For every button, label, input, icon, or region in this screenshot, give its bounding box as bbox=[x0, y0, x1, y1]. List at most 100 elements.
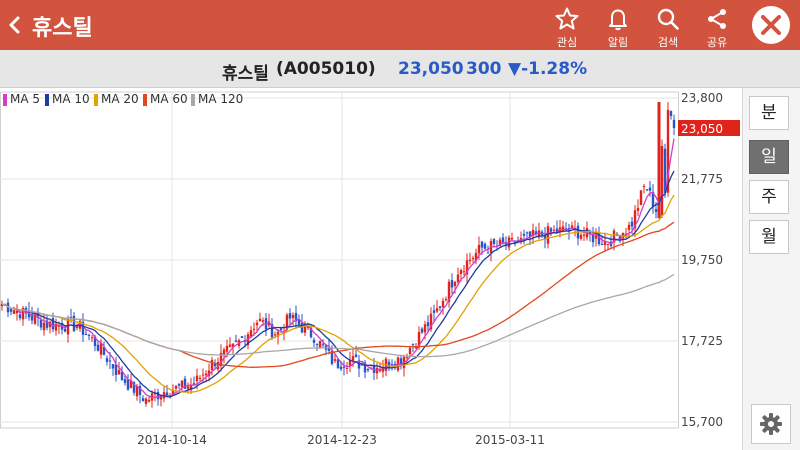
candle-body bbox=[141, 398, 145, 402]
candle-body bbox=[438, 306, 442, 308]
candle-body bbox=[111, 363, 115, 369]
candle-body bbox=[174, 385, 178, 389]
candle-body bbox=[138, 385, 142, 395]
candle-body bbox=[102, 346, 106, 355]
x-tick-label: 2014-12-23 bbox=[307, 433, 377, 447]
period-day-button[interactable]: 일 bbox=[749, 140, 789, 174]
candle-body bbox=[213, 363, 217, 367]
candle-body bbox=[12, 310, 16, 314]
candle-body bbox=[117, 370, 121, 375]
candle-body bbox=[360, 364, 364, 366]
search-label: 검색 bbox=[657, 36, 679, 49]
candle-body bbox=[423, 324, 427, 333]
candle-body bbox=[645, 189, 649, 191]
candle-body bbox=[18, 314, 22, 319]
candle-body bbox=[267, 321, 271, 326]
candle-body bbox=[186, 386, 190, 389]
candle-body bbox=[594, 235, 598, 239]
candle-body bbox=[171, 390, 175, 395]
candle-body bbox=[459, 270, 463, 274]
candle-body bbox=[63, 328, 67, 332]
price-chart[interactable]: 23,800 21,775 19,750 17,725 15,700 2014-10-14… bbox=[0, 88, 742, 450]
candle-body bbox=[45, 320, 49, 328]
price-change-percent: ▼-1.28% bbox=[508, 59, 588, 79]
x-tick-label: 2014-10-14 bbox=[137, 433, 207, 447]
candle-body bbox=[177, 383, 181, 386]
candle-body bbox=[387, 361, 391, 368]
candle-body bbox=[87, 334, 91, 336]
candle-body bbox=[303, 325, 307, 333]
alert-label: 알림 bbox=[607, 36, 629, 49]
candle-body bbox=[189, 384, 193, 391]
x-tick-label: 2015-03-11 bbox=[475, 433, 545, 447]
star-icon bbox=[555, 7, 579, 30]
ma20-line bbox=[1, 194, 675, 393]
candle-body bbox=[429, 313, 433, 330]
candle-body bbox=[486, 252, 490, 254]
current-price-tag bbox=[678, 120, 740, 136]
favorite-button[interactable]: 관심 bbox=[547, 4, 587, 49]
candle-body bbox=[210, 359, 214, 370]
candle-body bbox=[591, 234, 595, 243]
stock-name: 휴스틸 bbox=[222, 64, 269, 84]
quote-bar: 휴스틸 (A005010) 23,050 300 ▼-1.28% bbox=[0, 50, 800, 88]
candle-body bbox=[561, 226, 565, 232]
back-button[interactable] bbox=[6, 8, 26, 42]
candle-body bbox=[618, 234, 622, 240]
candle-body bbox=[339, 366, 343, 370]
legend-ma120-label: MA 120 bbox=[198, 92, 244, 106]
candle-body bbox=[651, 191, 655, 208]
candle-body bbox=[48, 321, 52, 328]
candle-body bbox=[180, 380, 184, 388]
candle-body bbox=[195, 375, 199, 382]
candle-body bbox=[606, 243, 610, 245]
candle-body bbox=[0, 304, 4, 307]
alert-button[interactable]: 알림 bbox=[598, 4, 638, 49]
candle-body bbox=[222, 349, 226, 355]
candle-body bbox=[612, 230, 616, 243]
candle-body bbox=[414, 346, 418, 349]
ma120-line bbox=[1, 273, 675, 358]
search-button[interactable]: 검색 bbox=[648, 4, 688, 49]
favorite-label: 관심 bbox=[556, 36, 578, 49]
candle-body bbox=[231, 343, 235, 348]
price-change: 300 bbox=[466, 59, 502, 79]
candle-body bbox=[273, 334, 277, 336]
candle-body bbox=[543, 235, 547, 240]
candle-body bbox=[30, 313, 34, 321]
period-week-button[interactable]: 주 bbox=[749, 180, 789, 214]
period-minute-button[interactable]: 분 bbox=[749, 96, 789, 130]
candle-body bbox=[408, 347, 412, 355]
candle-body bbox=[456, 274, 460, 282]
candle-body bbox=[462, 271, 466, 273]
candle-body bbox=[579, 234, 583, 239]
candle-body bbox=[297, 319, 301, 326]
candle-body bbox=[225, 345, 229, 352]
candle-body bbox=[252, 328, 256, 330]
candle-body bbox=[669, 111, 673, 116]
candle-body bbox=[492, 238, 496, 245]
close-button[interactable] bbox=[752, 6, 790, 44]
candle-body bbox=[399, 358, 403, 365]
period-month-button[interactable]: 월 bbox=[749, 220, 789, 254]
candle-body bbox=[72, 315, 76, 332]
candle-body bbox=[363, 362, 367, 373]
candle-body bbox=[447, 281, 451, 302]
candle-body bbox=[51, 318, 55, 330]
candle-body bbox=[201, 374, 205, 376]
candle-body bbox=[183, 378, 187, 389]
candle-body bbox=[66, 319, 70, 335]
legend-ma20-label: MA 20 bbox=[101, 92, 139, 106]
bell-icon bbox=[609, 9, 627, 31]
candle-body bbox=[9, 309, 13, 312]
candle-body bbox=[657, 102, 661, 218]
candle-body bbox=[660, 146, 664, 217]
candle-body bbox=[75, 326, 79, 329]
share-button[interactable]: 공유 bbox=[697, 4, 737, 49]
candle-body bbox=[552, 229, 556, 231]
candle-body bbox=[432, 310, 436, 313]
candle-body bbox=[405, 357, 409, 359]
candle-body bbox=[603, 240, 607, 245]
candle-body bbox=[468, 259, 472, 262]
chart-settings-button[interactable] bbox=[751, 404, 791, 444]
